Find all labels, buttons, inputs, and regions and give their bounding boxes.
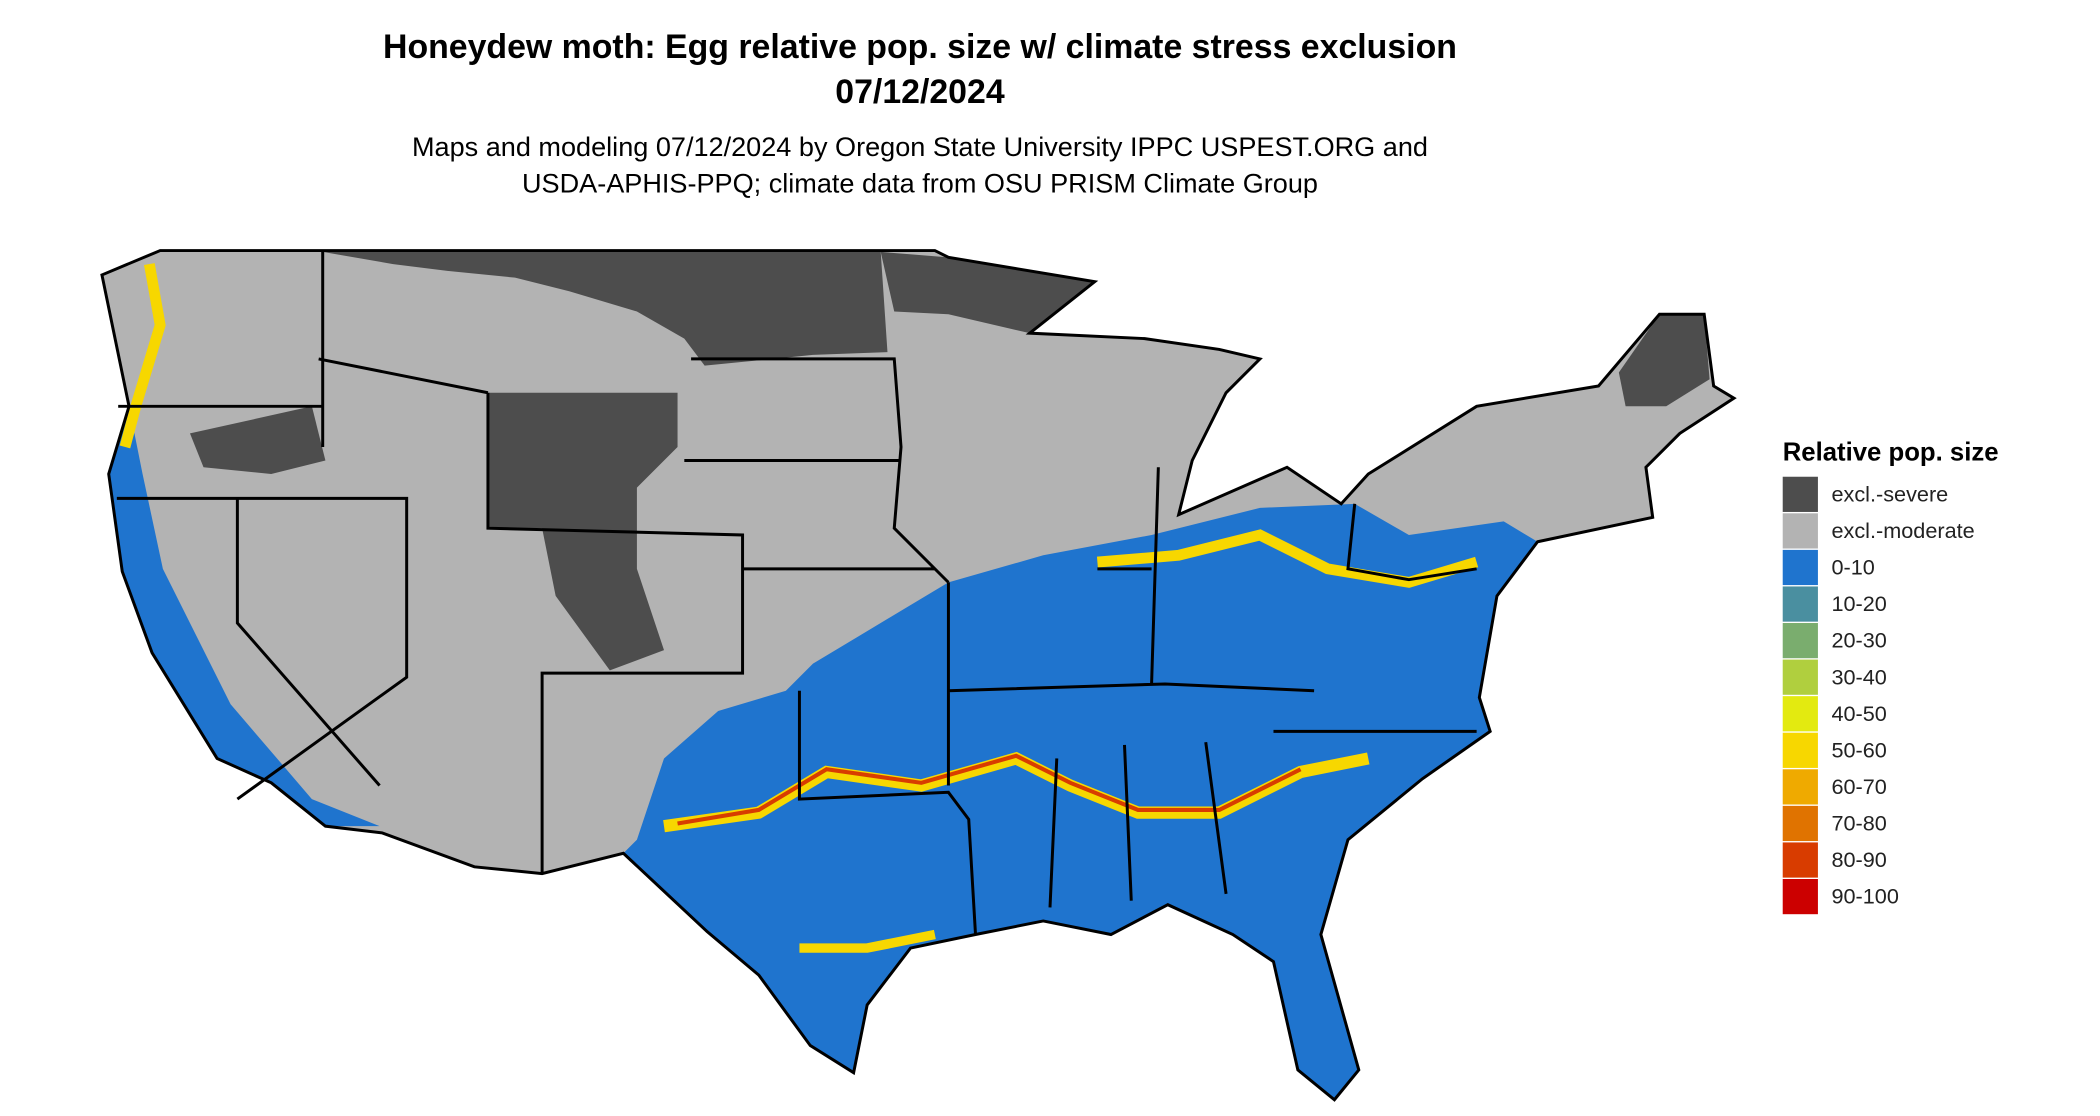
legend-swatch	[1782, 732, 1818, 768]
legend-label: 0-10	[1831, 555, 1874, 580]
legend-title: Relative pop. size	[1783, 438, 1999, 466]
legend-label: 50-60	[1831, 737, 1886, 762]
legend-swatch	[1782, 805, 1818, 842]
legend-swatch	[1782, 623, 1818, 659]
hot-band	[677, 753, 1302, 826]
legend-swatch	[1782, 842, 1818, 878]
legend-label: 20-30	[1831, 628, 1886, 653]
hot-band	[663, 751, 1370, 833]
legend-label: 60-70	[1831, 774, 1886, 799]
legend-swatch	[1782, 659, 1818, 695]
low-region	[108, 406, 380, 827]
legend-label: 30-40	[1831, 664, 1886, 689]
title: Honeydew moth: Egg relative pop. size w/…	[383, 28, 1457, 66]
legend-label: 70-80	[1831, 811, 1886, 836]
us-map	[100, 249, 1737, 1102]
severe-region	[1618, 314, 1710, 407]
border	[100, 249, 1737, 1102]
severe-region	[880, 251, 1095, 334]
legend-swatch	[1782, 769, 1818, 805]
legend-swatch	[1782, 696, 1818, 732]
legend-label: 10-20	[1831, 591, 1886, 616]
legend-label: 80-90	[1831, 847, 1886, 872]
border	[116, 251, 1477, 935]
hot-band	[799, 929, 936, 953]
subtitle: USDA-APHIS-PPQ; climate data from OSU PR…	[522, 167, 1318, 198]
legend-swatch	[1782, 476, 1818, 512]
legend-swatch	[1782, 549, 1818, 586]
legend-label: 90-100	[1831, 884, 1898, 909]
legend-label: 40-50	[1831, 701, 1886, 726]
legend: Relative pop. size excl.-severe excl.-mod…	[1782, 438, 1999, 915]
severe-region	[189, 406, 326, 475]
legend-label: excl.-severe	[1831, 481, 1948, 506]
legend-label: excl.-moderate	[1831, 518, 1974, 543]
title-date: 07/12/2024	[835, 73, 1005, 111]
legend-swatch	[1782, 586, 1818, 622]
subtitle: Maps and modeling 07/12/2024 by Oregon S…	[412, 131, 1428, 162]
legend-swatch	[1782, 878, 1818, 915]
legend-swatch	[1782, 513, 1818, 549]
hot-band	[119, 263, 166, 449]
severe-region	[322, 251, 888, 366]
